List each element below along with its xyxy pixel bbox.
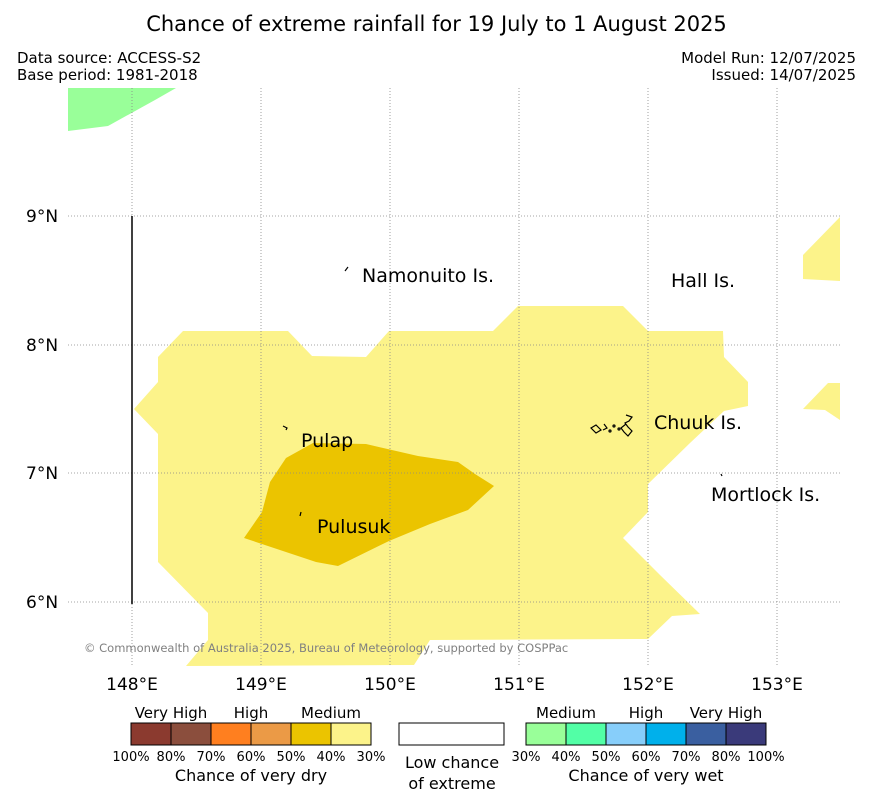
wet-legend-title: Chance of very wet (568, 766, 723, 785)
wet-swatch-50-60 (605, 722, 647, 746)
wet-medium-region (68, 88, 176, 131)
neutral-label-line2: of extreme (408, 774, 495, 793)
wet-tick: 40% (552, 750, 581, 765)
lon-tick-152e: 152°E (622, 675, 674, 695)
dry-40-50-region (244, 443, 494, 566)
latitude-ticks: 9°N 8°N 7°N 6°N (26, 207, 58, 613)
lon-tick-153e: 153°E (751, 675, 803, 695)
wet-tick: 100% (747, 750, 784, 765)
lon-tick-150e: 150°E (364, 675, 416, 695)
wet-tick: 30% (512, 750, 541, 765)
dry-swatch-60-50 (250, 722, 292, 746)
chart-title: Chance of extreme rainfall for 19 July t… (146, 12, 727, 36)
lat-tick-7n: 7°N (26, 464, 58, 484)
copyright-note: © Commonwealth of Australia 2025, Bureau… (84, 641, 568, 655)
neutral-swatch (398, 722, 505, 746)
data-source-label: Data source: ACCESS-S2 (17, 49, 202, 67)
lat-tick-9n: 9°N (26, 207, 58, 227)
dry-swatch-50-40 (290, 722, 332, 746)
dry-tick: 100% (112, 750, 149, 765)
lon-tick-151e: 151°E (493, 675, 545, 695)
longitude-ticks: 148°E 149°E 150°E 151°E 152°E 153°E (106, 675, 803, 695)
model-run-label: Model Run: 12/07/2025 (681, 49, 856, 67)
wet-level-very-high: Very High (690, 704, 763, 722)
legend-dry: Very High High Medium 100% 80% 70% 60% 5… (112, 704, 385, 785)
wet-tick: 50% (592, 750, 621, 765)
chuuk-island-shape (590, 414, 633, 437)
lon-tick-148e: 148°E (106, 675, 158, 695)
wet-swatch-40-50 (565, 722, 607, 746)
wet-swatch-80-100 (725, 722, 767, 746)
metadata-right: Model Run: 12/07/2025 Issued: 14/07/2025 (681, 50, 856, 84)
wet-swatch-30-40 (525, 722, 567, 746)
wet-tick: 80% (712, 750, 741, 765)
wet-colorbar (525, 722, 767, 746)
wet-level-high: High (629, 704, 663, 722)
base-period-label: Base period: 1981-2018 (17, 66, 198, 84)
dry-30-40-region-east-2 (803, 383, 840, 420)
dry-level-very-high: Very High (135, 704, 208, 722)
dry-tick: 30% (357, 750, 386, 765)
dry-swatch-100-80 (130, 722, 172, 746)
place-label-mortlock: Mortlock Is. (711, 484, 820, 506)
dry-legend-title: Chance of very dry (175, 766, 327, 785)
place-label-pulap: Pulap (301, 430, 353, 452)
wet-level-medium: Medium (536, 704, 596, 722)
metadata-left: Data source: ACCESS-S2 Base period: 1981… (17, 50, 201, 84)
dry-level-medium: Medium (301, 704, 361, 722)
pulap-island-shape (282, 425, 288, 431)
neutral-label-line1: Low chance (405, 753, 499, 772)
place-label-pulusuk: Pulusuk (317, 516, 390, 538)
dry-30-40-region-east-1 (803, 217, 840, 281)
dry-tick: 60% (237, 750, 266, 765)
place-label-hall: Hall Is. (671, 270, 735, 292)
dry-swatch-40-30 (330, 722, 372, 746)
place-label-namonuito: Namonuito Is. (362, 265, 494, 287)
wet-swatch-70-80 (685, 722, 727, 746)
map-plot-area: Namonuito Is. Hall Is. Chuuk Is. Pulap P… (68, 88, 841, 666)
lon-tick-149e: 149°E (235, 675, 287, 695)
wet-swatch-60-70 (645, 722, 687, 746)
dry-swatch-80-70 (170, 722, 212, 746)
dry-tick: 80% (157, 750, 186, 765)
wet-tick-labels: 30% 40% 50% 60% 70% 80% 100% (512, 750, 785, 765)
legend-neutral: Low chance of extreme (398, 722, 505, 793)
pulusuk-island-shape (299, 511, 302, 517)
wet-tick: 60% (632, 750, 661, 765)
issued-label: Issued: 14/07/2025 (711, 66, 856, 84)
dry-tick: 70% (197, 750, 226, 765)
dry-swatch-70-60 (210, 722, 252, 746)
mortlock-island-shape (720, 473, 723, 477)
namonuito-island-shape (344, 266, 349, 272)
legend-wet: Medium High Very High 30% 40% 50% 60% 70… (512, 704, 785, 785)
wet-tick: 70% (672, 750, 701, 765)
dry-tick-labels: 100% 80% 70% 60% 50% 40% 30% (112, 750, 385, 765)
dry-level-high: High (234, 704, 268, 722)
dry-colorbar (130, 722, 372, 746)
islands (282, 266, 723, 517)
dry-tick: 50% (277, 750, 306, 765)
lat-tick-8n: 8°N (26, 336, 58, 356)
place-label-chuuk: Chuuk Is. (654, 412, 742, 434)
dry-tick: 40% (317, 750, 346, 765)
lat-tick-6n: 6°N (26, 593, 58, 613)
